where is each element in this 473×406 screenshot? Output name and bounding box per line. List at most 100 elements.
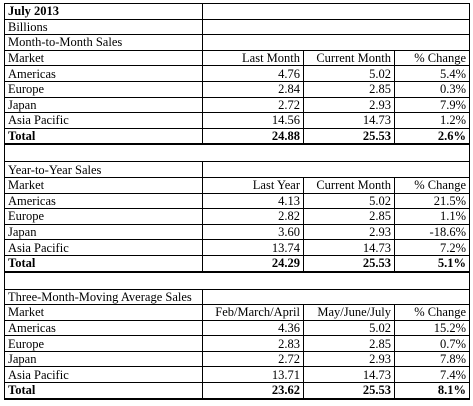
value-cell: 14.73 [303,366,395,384]
table-row: Americas 4.36 5.02 15.2% [4,319,470,337]
unit-row-blank [202,18,470,36]
value-cell: 15.2% [394,319,470,337]
section-title: Three-Month-Moving Average Sales [4,288,203,306]
value-cell: 2.85 [303,335,395,352]
value-cell: 0.3% [394,80,470,98]
total-row: Total 23.62 25.53 8.1% [4,382,470,400]
table-row: Asia Pacific 13.74 14.73 7.2% [4,239,470,256]
section-title: Year-to-Year Sales [4,161,203,178]
section-spacer [4,143,470,163]
value-cell: 13.71 [202,366,304,384]
value-cell: 5.02 [303,319,395,337]
value-cell: 14.73 [303,112,395,129]
column-header: Last Year [202,176,304,194]
spacer-cell [4,271,470,290]
total-label: Total [4,127,203,146]
value-cell: 2.83 [202,335,304,352]
value-cell: 3.60 [202,223,304,241]
table-row: Asia Pacific 14.56 14.73 1.2% [4,112,470,129]
column-header: Last Month [202,49,304,67]
unit-label: Billions [4,18,203,36]
market-name: Europe [4,80,203,98]
value-cell: 4.13 [202,192,304,210]
section-title-blank [202,161,470,178]
table-row: Europe 2.83 2.85 0.7% [4,335,470,352]
market-name: Americas [4,319,203,337]
total-value: 2.6% [394,127,470,146]
column-header: May/June/July [303,304,395,321]
value-cell: 4.36 [202,319,304,337]
market-name: Japan [4,350,203,368]
section-spacer [4,271,470,290]
total-value: 23.62 [202,382,304,400]
value-cell: 2.82 [202,208,304,225]
sales-table-body: July 2013 Billions Month-to-Month Sales M… [4,3,470,400]
column-header-row: Market Feb/March/April May/June/July% Chan… [4,304,470,321]
market-name: Europe [4,335,203,352]
value-cell: 2.72 [202,350,304,368]
total-label: Total [4,254,203,273]
value-cell: 7.9% [394,96,470,114]
section-title-row: Three-Month-Moving Average Sales [4,288,470,306]
section-title: Month-to-Month Sales [4,34,203,51]
column-header: % Change [394,49,470,67]
table-row: Americas 4.76 5.02 5.4% [4,65,470,82]
table-row: Japan 3.60 2.93 -18.6% [4,223,470,241]
column-header: % Change [394,304,470,321]
total-value: 24.88 [202,127,304,146]
table-row: Japan 2.72 2.93 7.8% [4,350,470,368]
section-title-row: Year-to-Year Sales [4,161,470,178]
value-cell: 0.7% [394,335,470,352]
market-name: Japan [4,96,203,114]
value-cell: 2.93 [303,350,395,368]
total-value: 5.1% [394,254,470,273]
value-cell: 2.84 [202,80,304,98]
market-name: Asia Pacific [4,366,203,384]
table-row: Europe 2.82 2.85 1.1% [4,208,470,225]
title-row-blank [202,3,470,20]
column-header-row: Market Last Month Current Month% Change [4,49,470,67]
value-cell: 7.2% [394,239,470,256]
table-row: Japan 2.72 2.93 7.9% [4,96,470,114]
market-name: Europe [4,208,203,225]
value-cell: 5.02 [303,192,395,210]
market-name: Japan [4,223,203,241]
total-value: 25.53 [303,254,395,273]
market-name: Americas [4,192,203,210]
total-row: Total 24.29 25.53 5.1% [4,254,470,273]
column-header: Current Month [303,49,395,67]
total-value: 25.53 [303,127,395,146]
value-cell: -18.6% [394,223,470,241]
total-value: 8.1% [394,382,470,400]
table-row: Americas 4.13 5.02 21.5% [4,192,470,210]
total-label: Total [4,382,203,400]
value-cell: 7.4% [394,366,470,384]
total-value: 25.53 [303,382,395,400]
value-cell: 2.72 [202,96,304,114]
table-row: Asia Pacific 13.71 14.73 7.4% [4,366,470,384]
section-title-blank [202,288,470,306]
total-row: Total 24.88 25.53 2.6% [4,127,470,146]
section-title-blank [202,34,470,51]
table-row: Europe 2.84 2.85 0.3% [4,80,470,98]
spacer-cell [4,143,470,163]
market-name: Asia Pacific [4,112,203,129]
value-cell: 21.5% [394,192,470,210]
title-row: July 2013 [4,3,470,20]
value-cell: 4.76 [202,65,304,82]
sales-table: July 2013 Billions Month-to-Month Sales M… [4,3,470,400]
value-cell: 5.4% [394,65,470,82]
value-cell: 2.85 [303,80,395,98]
market-name: Asia Pacific [4,239,203,256]
report-title: July 2013 [4,3,203,20]
value-cell: 5.02 [303,65,395,82]
column-header: Market [4,304,203,321]
value-cell: 14.73 [303,239,395,256]
column-header: % Change [394,176,470,194]
value-cell: 1.1% [394,208,470,225]
section-title-row: Month-to-Month Sales [4,34,470,51]
value-cell: 2.93 [303,223,395,241]
market-name: Americas [4,65,203,82]
column-header-row: Market Last Year Current Month% Change [4,176,470,194]
total-value: 24.29 [202,254,304,273]
